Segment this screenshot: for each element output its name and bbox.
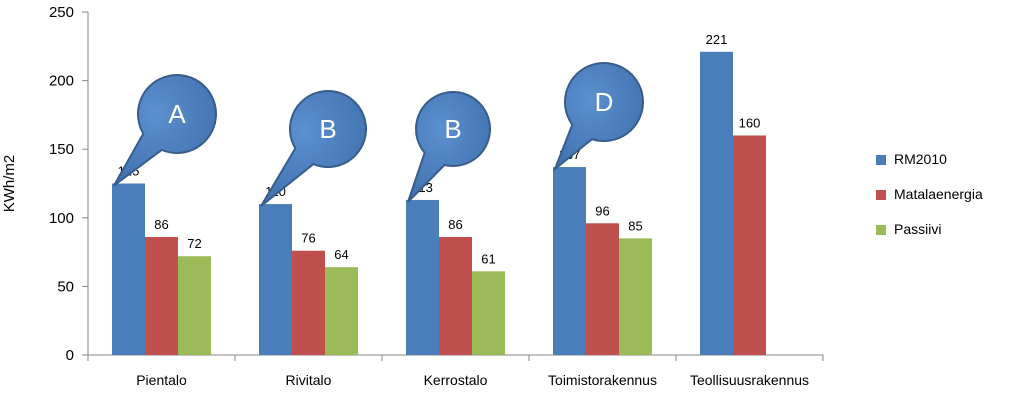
legend-swatch-passiivi <box>876 225 886 235</box>
bar-matalaenergia-kerrostalo <box>439 237 472 355</box>
bar-rm2010-kerrostalo <box>406 199 439 355</box>
x-tick-label-kerrostalo: Kerrostalo <box>424 372 488 388</box>
y-tick-label-150: 150 <box>49 141 74 158</box>
callout-label-2: B <box>444 114 461 144</box>
bar-rm2010-pientalo <box>112 183 145 355</box>
callout-label-0: A <box>168 99 186 129</box>
x-tick-label-rivitalo: Rivitalo <box>286 372 332 388</box>
bar-rm2010-toimistorakennus <box>553 167 586 355</box>
x-tick-label-toimistorakennus: Toimistorakennus <box>548 372 657 388</box>
data-label-matalaenergia-rivitalo: 76 <box>301 231 315 246</box>
legend-item-rm2010: RM2010 <box>872 150 1022 170</box>
legend-label-matalaenergia: Matalaenergia <box>894 186 983 202</box>
data-label-passiivi-toimistorakennus: 85 <box>628 218 642 233</box>
legend-label-rm2010: RM2010 <box>894 151 947 167</box>
legend-swatch-rm2010 <box>876 155 886 165</box>
callout-label-1: B <box>319 114 336 144</box>
legend-swatch-matalaenergia <box>876 190 886 200</box>
bar-rm2010-rivitalo <box>259 204 292 355</box>
x-tick-label-teollisuusrakennus: Teollisuusrakennus <box>690 372 809 388</box>
bar-matalaenergia-teollisuusrakennus <box>733 135 766 355</box>
x-tick-label-pientalo: Pientalo <box>136 372 187 388</box>
callout-bubble-2 <box>407 91 491 203</box>
data-label-matalaenergia-toimistorakennus: 96 <box>595 203 609 218</box>
y-axis-label: KWh/m2 <box>1 155 18 213</box>
bar-matalaenergia-toimistorakennus <box>586 223 619 355</box>
data-label-passiivi-rivitalo: 64 <box>334 247 348 262</box>
bar-rm2010-teollisuusrakennus <box>700 51 733 356</box>
data-label-passiivi-kerrostalo: 61 <box>481 251 495 266</box>
bar-matalaenergia-pientalo <box>145 237 178 355</box>
y-tick-label-200: 200 <box>49 73 74 90</box>
bar-matalaenergia-rivitalo <box>292 250 325 355</box>
y-tick-label-100: 100 <box>49 210 74 227</box>
bar-passiivi-kerrostalo <box>472 271 505 355</box>
data-label-matalaenergia-teollisuusrakennus: 160 <box>739 115 761 130</box>
legend-item-matalaenergia: Matalaenergia <box>872 185 1022 205</box>
legend-label-passiivi: Passiivi <box>894 221 942 237</box>
bar-passiivi-toimistorakennus <box>619 238 652 355</box>
y-tick-label-250: 250 <box>49 4 74 21</box>
data-label-rm2010-teollisuusrakennus: 221 <box>706 32 728 47</box>
callout-bubble-3 <box>552 62 644 173</box>
data-label-passiivi-pientalo: 72 <box>187 236 201 251</box>
bar-passiivi-pientalo <box>178 256 211 355</box>
y-tick-label-0: 0 <box>66 347 74 364</box>
callout-bubble-0 <box>113 74 217 187</box>
callout-bubble-1 <box>260 90 367 207</box>
legend: RM2010 Matalaenergia Passiivi <box>872 150 1022 255</box>
data-label-matalaenergia-kerrostalo: 86 <box>448 217 462 232</box>
data-label-matalaenergia-pientalo: 86 <box>154 217 168 232</box>
y-tick-label-50: 50 <box>57 278 74 295</box>
callout-label-3: D <box>595 87 614 117</box>
legend-item-passiivi: Passiivi <box>872 220 1022 240</box>
bar-passiivi-rivitalo <box>325 267 358 355</box>
